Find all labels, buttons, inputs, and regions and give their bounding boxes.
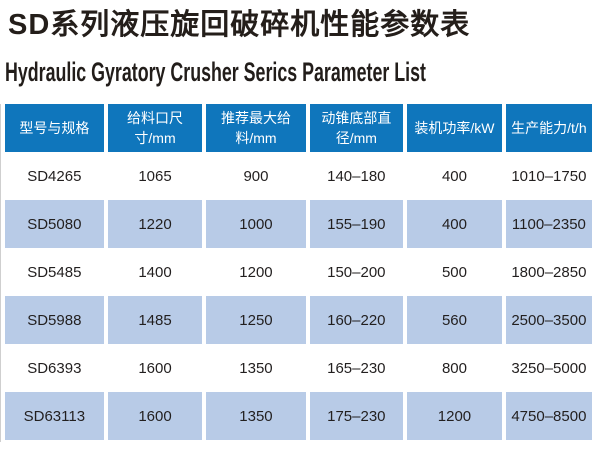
- model-cell: SD5988: [5, 296, 104, 344]
- value-cell: 155–190: [309, 200, 404, 248]
- parameter-table: 型号与规格 给料口尺寸/mm 推荐最大给料/mm 动锥底部直径/mm 装机功率/kW 生产…: [1, 104, 596, 440]
- value-cell: 160–220: [309, 296, 404, 344]
- value-cell: 1485: [107, 296, 203, 344]
- value-cell: 1000: [206, 200, 306, 248]
- table-row: SD6393 1600 1350 165–230 800 3250–5000: [5, 344, 592, 392]
- value-cell: 800: [407, 344, 502, 392]
- table-header-row: 型号与规格 给料口尺寸/mm 推荐最大给料/mm 动锥底部直径/mm 装机功率/kW 生产…: [5, 104, 592, 152]
- value-cell: 1100–2350: [505, 200, 592, 248]
- column-header: 推荐最大给料/mm: [206, 104, 306, 152]
- value-cell: 140–180: [309, 152, 404, 200]
- value-cell: 1220: [107, 200, 203, 248]
- value-cell: 175–230: [309, 392, 404, 440]
- value-cell: 165–230: [309, 344, 404, 392]
- value-cell: 1200: [206, 248, 306, 296]
- model-cell: SD4265: [5, 152, 104, 200]
- value-cell: 1065: [107, 152, 203, 200]
- table-row: SD63113 1600 1350 175–230 1200 4750–8500: [5, 392, 592, 440]
- column-header: 装机功率/kW: [407, 104, 502, 152]
- left-edge-line: [0, 104, 1, 442]
- page-title-english: Hydraulic Gyratory Crusher Serics Parame…: [5, 57, 426, 87]
- table-row: SD5485 1400 1200 150–200 500 1800–2850: [5, 248, 592, 296]
- value-cell: 3250–5000: [505, 344, 592, 392]
- table-row: SD4265 1065 900 140–180 400 1010–1750: [5, 152, 592, 200]
- model-cell: SD5485: [5, 248, 104, 296]
- value-cell: 1200: [407, 392, 502, 440]
- value-cell: 400: [407, 152, 502, 200]
- value-cell: 500: [407, 248, 502, 296]
- value-cell: 1400: [107, 248, 203, 296]
- value-cell: 1350: [206, 392, 306, 440]
- value-cell: 2500–3500: [505, 296, 592, 344]
- column-header: 给料口尺寸/mm: [107, 104, 203, 152]
- value-cell: 150–200: [309, 248, 404, 296]
- value-cell: 1800–2850: [505, 248, 592, 296]
- model-cell: SD63113: [5, 392, 104, 440]
- value-cell: 1010–1750: [505, 152, 592, 200]
- value-cell: 1350: [206, 344, 306, 392]
- column-header: 生产能力/t/h: [505, 104, 592, 152]
- value-cell: 4750–8500: [505, 392, 592, 440]
- table-row: SD5988 1485 1250 160–220 560 2500–3500: [5, 296, 592, 344]
- value-cell: 1600: [107, 344, 203, 392]
- page-title-chinese: SD系列液压旋回破碎机性能参数表: [8, 9, 471, 41]
- table-row: SD5080 1220 1000 155–190 400 1100–2350: [5, 200, 592, 248]
- value-cell: 400: [407, 200, 502, 248]
- value-cell: 560: [407, 296, 502, 344]
- value-cell: 1250: [206, 296, 306, 344]
- value-cell: 900: [206, 152, 306, 200]
- model-cell: SD6393: [5, 344, 104, 392]
- column-header: 动锥底部直径/mm: [309, 104, 404, 152]
- model-cell: SD5080: [5, 200, 104, 248]
- table-body: SD4265 1065 900 140–180 400 1010–1750 SD5080 12…: [5, 152, 592, 440]
- value-cell: 1600: [107, 392, 203, 440]
- column-header: 型号与规格: [5, 104, 104, 152]
